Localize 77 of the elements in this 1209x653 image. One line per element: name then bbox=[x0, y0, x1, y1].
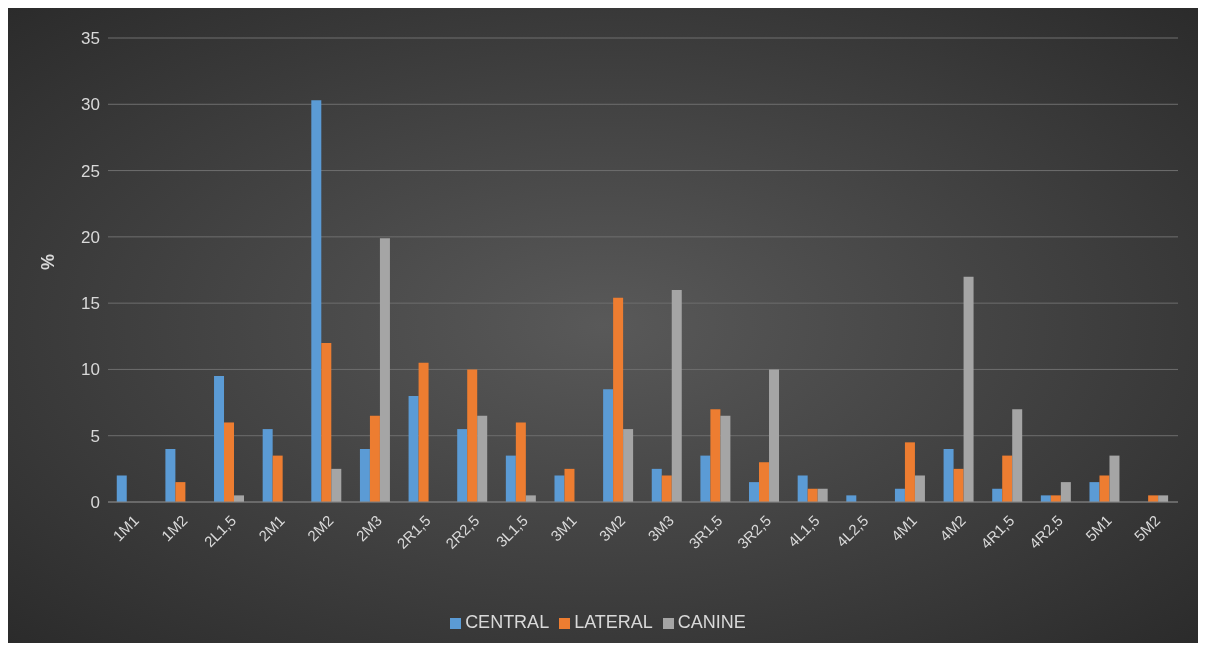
bar bbox=[515, 422, 526, 502]
bar bbox=[749, 482, 760, 502]
bar bbox=[894, 488, 905, 502]
bar bbox=[720, 415, 731, 502]
y-tick-label: 15 bbox=[81, 294, 100, 314]
y-tick-label: 35 bbox=[81, 29, 100, 49]
y-tick-label: 20 bbox=[81, 227, 100, 247]
bar bbox=[214, 376, 225, 502]
legend-label: CANINE bbox=[677, 612, 746, 632]
bar bbox=[408, 395, 419, 502]
bar bbox=[457, 429, 468, 502]
bar bbox=[807, 488, 818, 502]
x-tick-label: 3M3 bbox=[644, 511, 677, 545]
bar bbox=[817, 488, 828, 502]
bar bbox=[1109, 455, 1120, 502]
bar bbox=[769, 369, 780, 502]
bar bbox=[1040, 495, 1051, 502]
x-tick-label: 5M1 bbox=[1082, 511, 1115, 545]
bar bbox=[359, 448, 370, 502]
bar bbox=[953, 468, 964, 502]
x-tick-label: 4M2 bbox=[936, 511, 969, 545]
bar bbox=[613, 297, 624, 502]
y-tick-label: 30 bbox=[81, 95, 100, 115]
bar bbox=[321, 342, 332, 502]
bar bbox=[379, 238, 390, 502]
y-tick-label: 25 bbox=[81, 161, 100, 181]
bar bbox=[505, 455, 516, 502]
legend-label: LATERAL bbox=[574, 612, 653, 632]
bar bbox=[1050, 495, 1061, 502]
bar bbox=[272, 455, 283, 502]
bar bbox=[1099, 475, 1110, 502]
bar bbox=[914, 475, 925, 502]
bar bbox=[963, 276, 974, 502]
bar bbox=[418, 362, 429, 502]
bar bbox=[1060, 482, 1071, 502]
x-tick-label: 1M1 bbox=[109, 511, 142, 545]
bar bbox=[331, 468, 342, 502]
bar bbox=[525, 495, 536, 502]
bar bbox=[1089, 482, 1100, 502]
bar bbox=[603, 389, 614, 502]
bar bbox=[234, 495, 245, 502]
bar bbox=[759, 462, 770, 502]
bar bbox=[943, 448, 954, 502]
bar bbox=[369, 415, 380, 502]
bar bbox=[311, 100, 322, 502]
bar bbox=[564, 468, 575, 502]
bar bbox=[904, 442, 915, 502]
bar bbox=[846, 495, 857, 502]
bar bbox=[651, 468, 662, 502]
bar bbox=[992, 488, 1003, 502]
bar bbox=[1148, 495, 1159, 502]
y-tick-label: 5 bbox=[90, 426, 100, 446]
bar bbox=[262, 429, 273, 502]
bar bbox=[797, 475, 808, 502]
x-tick-label: 5M2 bbox=[1130, 511, 1164, 545]
bar bbox=[175, 482, 186, 502]
bar bbox=[165, 448, 176, 502]
bar bbox=[477, 415, 488, 502]
bar bbox=[671, 289, 682, 502]
x-tick-label: 3M1 bbox=[547, 511, 580, 545]
bar bbox=[116, 475, 127, 502]
bar bbox=[661, 475, 672, 502]
legend-label: CENTRAL bbox=[465, 612, 550, 632]
bar bbox=[554, 475, 565, 502]
y-tick-label: 10 bbox=[81, 360, 100, 380]
bar bbox=[1012, 409, 1023, 502]
bar bbox=[700, 455, 711, 502]
y-tick-label: 0 bbox=[90, 493, 100, 513]
bar bbox=[1002, 455, 1013, 502]
bar bbox=[224, 422, 235, 502]
bar bbox=[710, 409, 721, 502]
x-tick-label: 3M2 bbox=[595, 511, 629, 545]
x-tick-label: 4M1 bbox=[887, 511, 921, 545]
bar bbox=[1158, 495, 1169, 502]
y-axis-title: % bbox=[38, 253, 59, 270]
bar bbox=[623, 429, 634, 502]
bar bbox=[467, 369, 478, 502]
